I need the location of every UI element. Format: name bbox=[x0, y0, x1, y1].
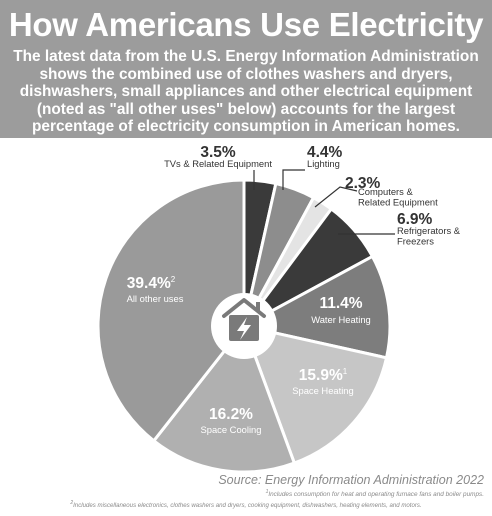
value-label-space-cooling: 16.2% bbox=[209, 406, 253, 423]
value-label-refrigerators-and-freezers: 6.9% bbox=[397, 211, 433, 228]
category-label-space-heating: Space Heating bbox=[292, 385, 354, 396]
slice-all-other-uses bbox=[96, 178, 246, 443]
slice-water-heating bbox=[242, 254, 392, 360]
footnote-1-text: Includes consumption for heat and operat… bbox=[268, 491, 484, 499]
category-label-water-heating: Water Heating bbox=[311, 314, 371, 325]
pie-slices bbox=[96, 178, 392, 474]
page-subtitle: The latest data from the U.S. Energy Inf… bbox=[13, 48, 479, 136]
category-label-tvs-and-related-equipment: TVs & Related Equipment bbox=[164, 158, 272, 169]
footnote-1-mark: 1 bbox=[265, 489, 269, 495]
leader-lines bbox=[253, 169, 395, 235]
title-banner: How Americans Use Electricity The latest… bbox=[0, 0, 492, 138]
leader-line-lighting bbox=[282, 169, 305, 190]
page-title: How Americans Use Electricity bbox=[8, 6, 484, 43]
value-label-water-heating: 11.4% bbox=[319, 295, 362, 312]
value-label-computers-and-related-equipment: 2.3% bbox=[345, 175, 381, 192]
category-label-all-other-uses: All other uses bbox=[127, 293, 184, 304]
slice-space-heating bbox=[242, 324, 388, 465]
value-label-tvs-and-related-equipment: 3.5% bbox=[200, 144, 236, 161]
house-lightning-icon bbox=[222, 298, 266, 341]
value-label-lighting: 4.4% bbox=[307, 144, 343, 161]
value-label-space-heating: 15.9%1 bbox=[299, 367, 348, 384]
footnote-2-mark: 2 bbox=[70, 500, 74, 506]
footnote-2: 2Includes miscellaneous electronics, clo… bbox=[4, 500, 488, 509]
center-icon-group bbox=[211, 293, 277, 359]
leader-line-computers-and-related-equipment bbox=[314, 186, 358, 208]
category-label-lighting: Lighting bbox=[307, 158, 340, 169]
slice-space-cooling bbox=[152, 324, 296, 474]
value-label-all-other-uses: 39.4%2 bbox=[127, 275, 176, 292]
source-note: Source: Energy Information Administratio… bbox=[218, 473, 484, 487]
category-label-computers-and-related-equipment: Computers & Related Equipment bbox=[358, 186, 438, 208]
footnote-1: 1Includes consumption for heat and opera… bbox=[266, 489, 484, 498]
footnote-2-text: Includes miscellaneous electronics, clot… bbox=[73, 502, 422, 510]
category-label-space-cooling: Space Cooling bbox=[201, 424, 262, 435]
category-label-refrigerators-and-freezers: Refrigerators & Freezers bbox=[397, 225, 461, 247]
slice-labels: 3.5%TVs & Related Equipment 4.4%Lighting 2… bbox=[127, 144, 461, 435]
